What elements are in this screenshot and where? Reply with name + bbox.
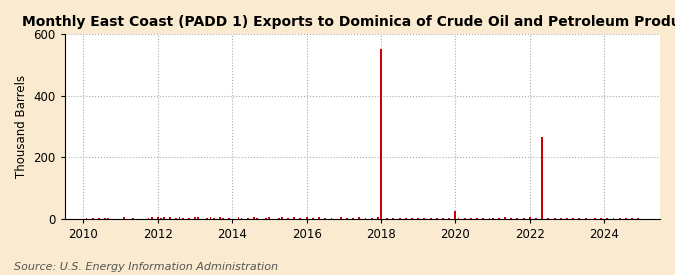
Bar [163, 218, 165, 219]
Bar [529, 217, 531, 219]
Bar [448, 218, 450, 219]
Bar [151, 217, 153, 219]
Bar [213, 218, 215, 219]
Bar [572, 218, 574, 219]
Bar [566, 218, 568, 219]
Bar [182, 218, 184, 219]
Bar [238, 217, 240, 219]
Bar [104, 218, 106, 219]
Bar [594, 218, 596, 219]
Bar [228, 218, 230, 219]
Bar [331, 218, 332, 219]
Bar [294, 218, 295, 219]
Bar [470, 218, 472, 219]
Bar [247, 218, 248, 219]
Bar [578, 218, 580, 219]
Bar [222, 218, 224, 219]
Bar [371, 218, 373, 219]
Bar [631, 218, 633, 219]
Bar [380, 49, 382, 219]
Bar [458, 218, 460, 219]
Bar [483, 218, 484, 219]
Y-axis label: Thousand Barrels: Thousand Barrels [15, 75, 28, 178]
Bar [637, 218, 639, 219]
Bar [491, 218, 493, 219]
Bar [535, 218, 537, 219]
Bar [169, 218, 171, 219]
Bar [560, 218, 562, 219]
Bar [423, 218, 425, 219]
Bar [312, 218, 314, 219]
Bar [600, 218, 602, 219]
Bar [606, 218, 608, 219]
Bar [625, 218, 627, 219]
Bar [179, 217, 180, 219]
Bar [306, 217, 308, 219]
Bar [364, 218, 367, 219]
Bar [417, 218, 419, 219]
Bar [516, 218, 518, 219]
Bar [194, 217, 196, 219]
Bar [399, 218, 400, 219]
Bar [454, 211, 456, 219]
Text: Source: U.S. Energy Information Administration: Source: U.S. Energy Information Administ… [14, 262, 277, 272]
Bar [405, 218, 407, 219]
Bar [430, 218, 431, 219]
Bar [498, 218, 500, 219]
Bar [476, 218, 478, 219]
Bar [392, 218, 394, 219]
Bar [253, 217, 255, 219]
Bar [287, 218, 289, 219]
Bar [256, 218, 258, 219]
Bar [613, 218, 614, 219]
Bar [157, 217, 159, 219]
Bar [148, 218, 149, 219]
Bar [377, 218, 379, 219]
Bar [123, 217, 125, 219]
Bar [522, 218, 524, 219]
Bar [585, 218, 587, 219]
Bar [92, 218, 94, 219]
Bar [464, 218, 466, 219]
Bar [504, 217, 506, 219]
Bar [98, 218, 100, 219]
Bar [86, 218, 88, 219]
Bar [210, 217, 211, 219]
Bar [352, 218, 354, 219]
Bar [240, 218, 242, 219]
Bar [219, 217, 221, 219]
Bar [442, 218, 444, 219]
Bar [278, 218, 279, 219]
Bar [411, 218, 413, 219]
Bar [188, 218, 190, 219]
Bar [386, 218, 388, 219]
Bar [160, 218, 162, 219]
Bar [107, 218, 109, 219]
Bar [207, 218, 209, 219]
Bar [324, 218, 326, 219]
Title: Monthly East Coast (PADD 1) Exports to Dominica of Crude Oil and Petroleum Produ: Monthly East Coast (PADD 1) Exports to D… [22, 15, 675, 29]
Bar [554, 218, 556, 219]
Bar [197, 218, 199, 219]
Bar [176, 218, 178, 219]
Bar [340, 217, 342, 219]
Bar [541, 137, 543, 219]
Bar [358, 218, 360, 219]
Bar [619, 218, 620, 219]
Bar [318, 218, 320, 219]
Bar [265, 218, 267, 219]
Bar [547, 218, 549, 219]
Bar [489, 218, 491, 219]
Bar [300, 218, 301, 219]
Bar [436, 218, 438, 219]
Bar [510, 218, 512, 219]
Bar [281, 217, 283, 219]
Bar [346, 218, 348, 219]
Bar [269, 218, 271, 219]
Bar [132, 218, 134, 219]
